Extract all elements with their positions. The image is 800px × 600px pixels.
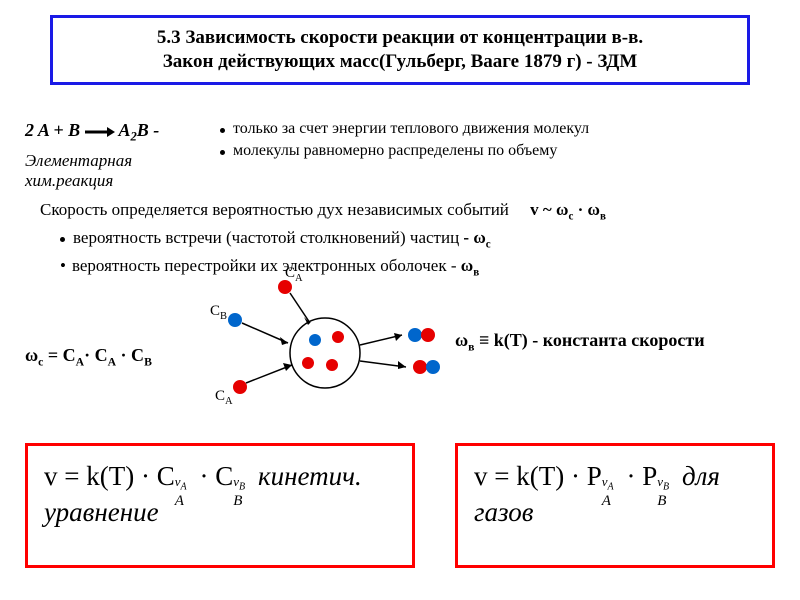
bullet-wv-text: вероятность перестройки их электронных о… [72,256,461,275]
prob-line: Скорость определяется вероятностью дух н… [40,200,606,222]
prob-dot: · [573,200,587,219]
diagram-svg [210,275,470,415]
bullet-2: молекулы равномерно распределены по объе… [220,142,589,160]
reaction-eq-post2: B - [137,120,160,140]
arrow-icon [85,126,115,138]
wc-d1: · C [84,345,108,365]
eq1-post: кинетич. [251,461,362,491]
collision-diagram: CA CB CA [210,275,470,415]
prob-wc: ω [556,200,568,219]
label-ca-bot: CA [215,388,233,407]
bullet-wv-sub: в [473,266,479,278]
wv-equation: ωв ≡ k(T) - константа скорости [455,330,705,354]
prob-text: Скорость определяется вероятностью дух н… [40,200,509,219]
prob-formula-pre: v ~ [530,200,556,219]
bullet-wc: вероятность встречи (частотой столкновен… [60,228,491,250]
eq2-line2: газов [474,497,533,527]
label-cb: CB [210,303,227,322]
eq2-mid: · P [620,461,658,491]
gas-equation-box: v = k(T) · PνAA · PνBB для газов [455,443,775,568]
bullet-wc-sub: с [486,238,491,250]
reaction-desc: Элементарная хим.реакция [25,151,159,191]
bullet-dot-icon [60,237,65,242]
wc-equation: ωс = CA· CA · CB [25,345,152,369]
reaction-eq-pre: 2 A + B [25,120,85,140]
wc-mid: = C [43,345,75,365]
bullet-1: только за счет энергии теплового движени… [220,120,589,138]
wc-pre: ω [25,345,38,365]
bullet-dot-icon [220,128,225,133]
bullet-wc-sym: ω [473,228,485,247]
reaction-eq-post: A [115,120,131,140]
label-ca-top: CA [285,265,303,284]
wv-post: ≡ k(T) - константа скорости [474,330,704,350]
bullet-2-text: молекулы равномерно распределены по объе… [233,142,557,160]
wc-subA2: A [108,356,116,369]
eq1-line2: уравнение [44,497,159,527]
eq1-pre: v = k(T) · C [44,461,175,491]
prob-wv-sub: в [600,210,606,222]
reaction-desc-l1: Элементарная [25,151,132,170]
bullet-1-text: только за счет энергии теплового движени… [233,120,589,138]
title-line2: Закон действующих масс(Гульберг, Вааге 1… [163,51,638,72]
bullet-wv-sym: ω [461,256,473,275]
eq2-post: для [675,461,720,491]
wc-subA1: A [76,356,84,369]
reaction-equation: 2 A + B A2B - [25,120,159,145]
bullet-wc-dash: - [463,228,473,247]
kinetic-equation-box: v = k(T) · CνAA · CνBB кинетич. уравнени… [25,443,415,568]
top-bullets: только за счет энергии теплового движени… [220,120,589,164]
reaction-block: 2 A + B A2B - Элементарная хим.реакция [25,120,159,191]
wc-subB: B [144,356,152,369]
wc-d2: · C [116,345,144,365]
reaction-desc-l2: хим.реакция [25,171,113,190]
eq1-mid: · C [193,461,234,491]
title-line1: 5.3 Зависимость скорости реакции от конц… [157,27,643,48]
title-box: 5.3 Зависимость скорости реакции от конц… [50,15,750,85]
bullet-dot-icon [220,150,225,155]
eq2-pre: v = k(T) · P [474,461,602,491]
bullet-wc-text: вероятность встречи (частотой столкновен… [73,228,463,247]
prob-wv: ω [588,200,600,219]
